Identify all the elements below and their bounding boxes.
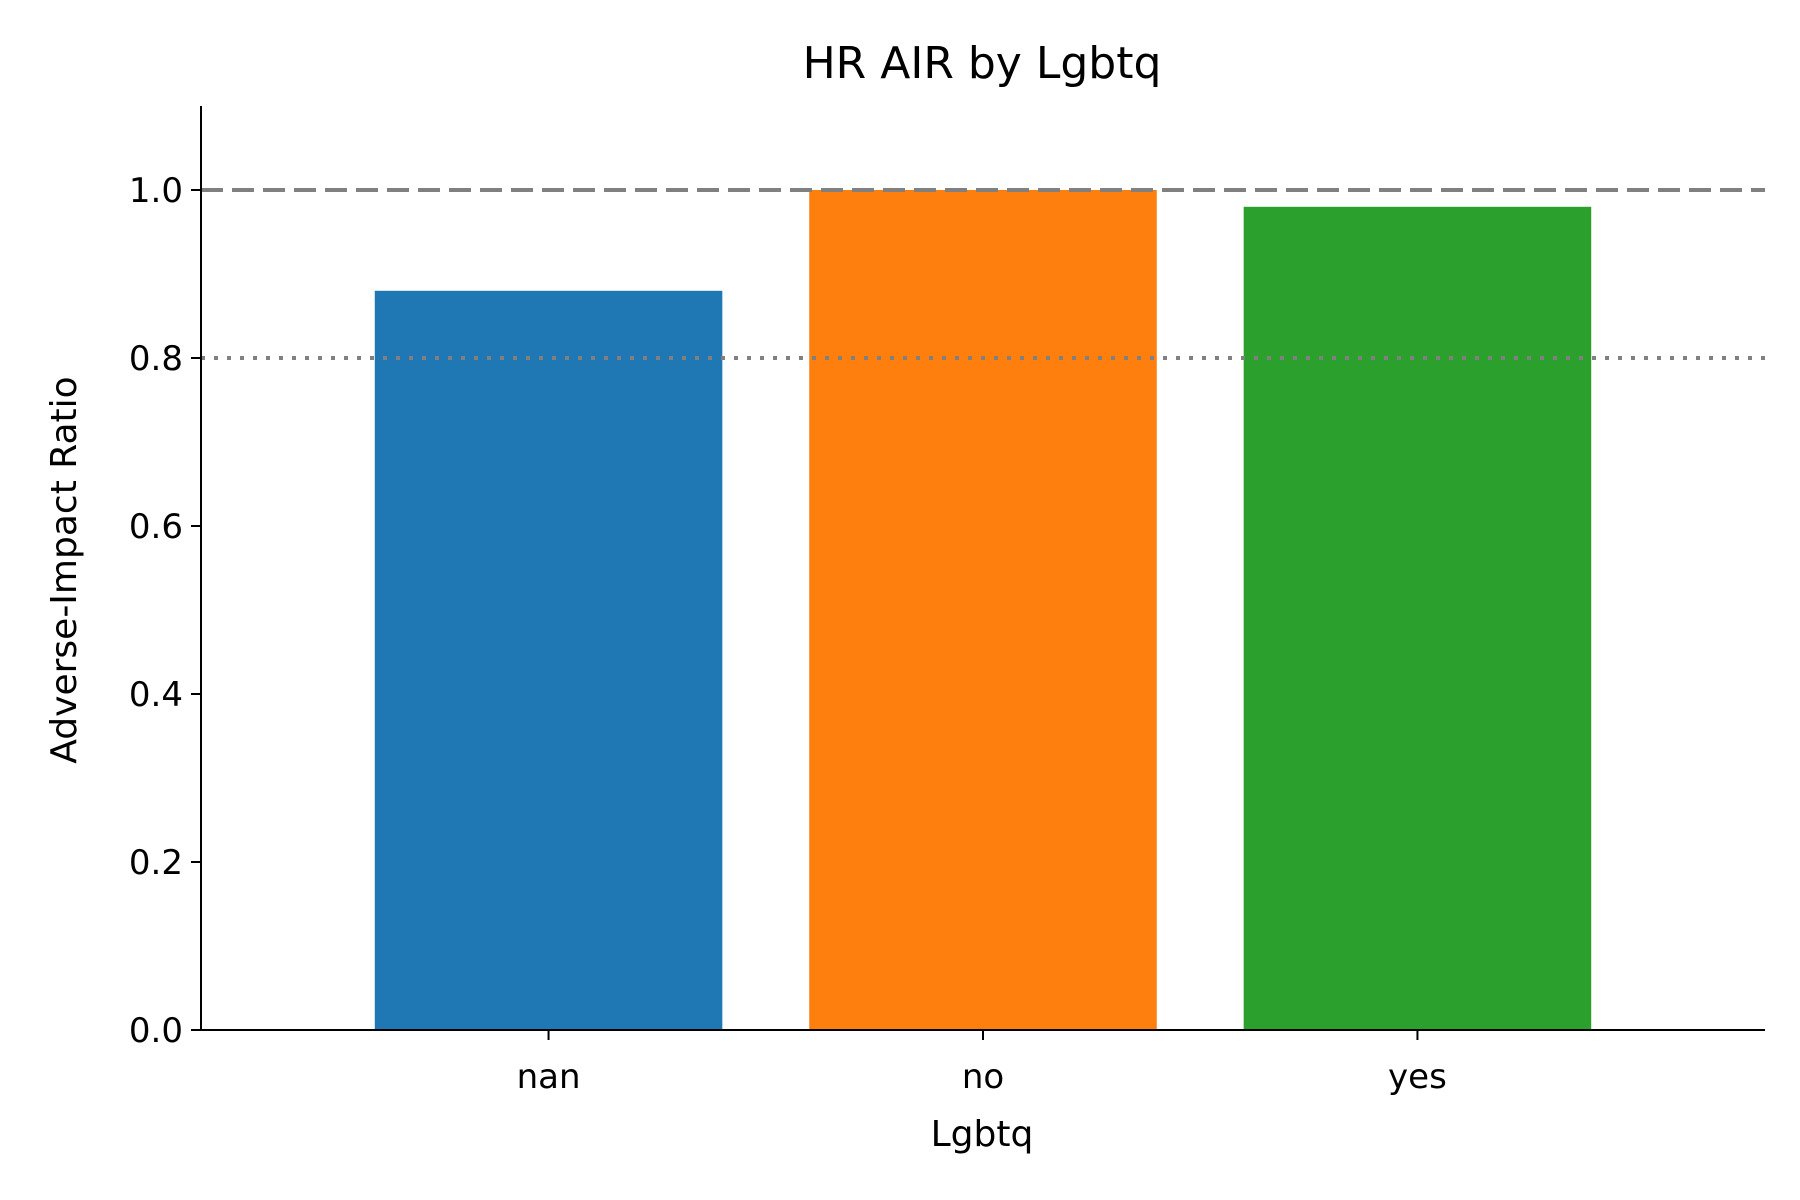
bar-nan <box>374 290 723 1030</box>
y-tick-label: 1.0 <box>129 171 183 211</box>
y-axis-label: Adverse-Impact Ratio <box>44 376 85 763</box>
y-tick-label: 0.2 <box>129 843 183 883</box>
chart-title: HR AIR by Lgbtq <box>803 38 1162 89</box>
y-axis: 0.0 0.2 0.4 0.6 0.8 1.0 <box>129 106 202 1051</box>
x-tick-label-nan: nan <box>517 1057 581 1097</box>
y-tick-label: 0.4 <box>129 675 183 715</box>
reference-lines-group <box>201 188 1765 360</box>
x-axis-label: Lgbtq <box>931 1114 1034 1155</box>
bars-group <box>374 190 1592 1031</box>
x-tick-label-no: no <box>962 1057 1004 1097</box>
y-tick-label: 0.0 <box>129 1011 183 1051</box>
x-tick-label-yes: yes <box>1388 1057 1447 1097</box>
y-tick-label: 0.8 <box>129 339 183 379</box>
bar-yes <box>1243 206 1592 1031</box>
y-tick-label: 0.6 <box>129 507 183 547</box>
bar-no <box>809 190 1157 1030</box>
x-axis: nan no yes <box>201 1029 1765 1097</box>
